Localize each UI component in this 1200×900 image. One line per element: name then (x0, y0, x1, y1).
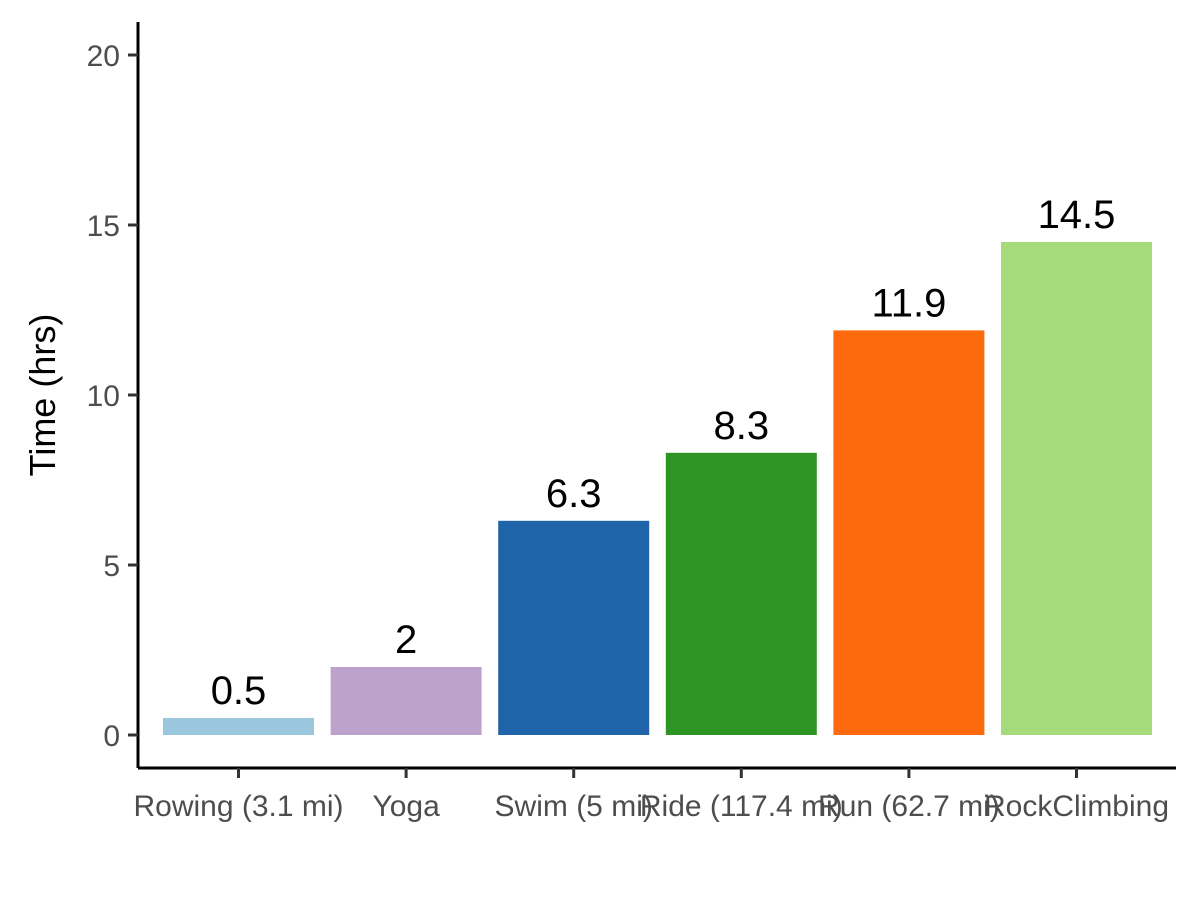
bar (665, 452, 817, 735)
x-tick-label: Yoga (372, 790, 440, 823)
x-tick-label: Run (62.7 mi) (818, 790, 1000, 823)
bar (833, 330, 985, 735)
y-tick-label: 10 (87, 380, 120, 413)
x-tick-label: Rowing (3.1 mi) (133, 790, 343, 823)
y-axis: 0 5 10 15 20 (87, 22, 140, 768)
data-labels: 0.5 2 6.3 8.3 11.9 14.5 (211, 193, 1116, 713)
x-tick-label: RockClimbing (984, 790, 1169, 823)
bars (163, 242, 1152, 735)
bar-value-label: 2 (395, 618, 417, 662)
bar (498, 520, 650, 735)
x-axis: Rowing (3.1 mi) Yoga Swim (5 mi)Ride (117.… (133, 766, 1176, 823)
y-axis-title: Time (hrs) (22, 314, 63, 477)
bar (330, 667, 482, 735)
bar-value-label: 8.3 (713, 404, 769, 448)
y-tick-label: 15 (87, 210, 120, 243)
y-tick-label: 20 (87, 40, 120, 73)
bar (163, 718, 314, 735)
bar-value-label: 0.5 (211, 669, 267, 713)
bar-value-label: 11.9 (871, 281, 946, 325)
bar (1001, 242, 1152, 735)
y-tick-label: 5 (103, 550, 120, 583)
x-tick-label: Ride (117.4 mi) (640, 790, 843, 823)
bar-value-label: 14.5 (1038, 193, 1116, 237)
x-tick-label: Swim (5 mi) (495, 790, 653, 823)
bar-value-label: 6.3 (546, 472, 602, 516)
y-tick-label: 0 (103, 720, 120, 753)
